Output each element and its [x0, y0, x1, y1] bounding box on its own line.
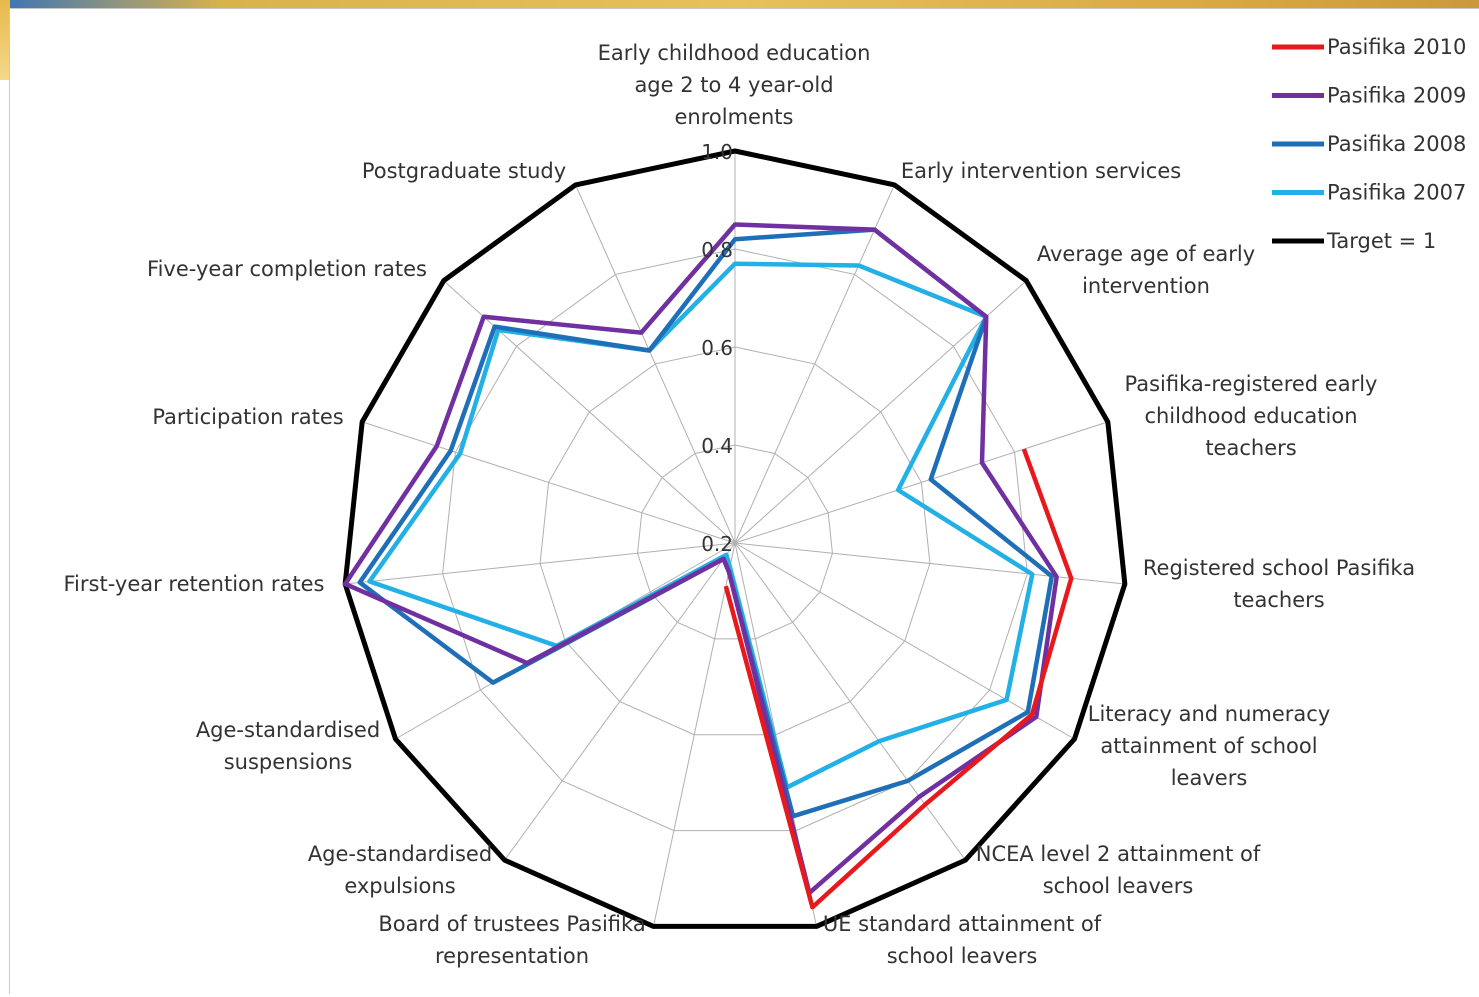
chart-category-labels: Early childhood education age 2 to 4 year… — [64, 41, 1416, 968]
grid-spoke — [734, 542, 966, 861]
grid-spoke — [734, 542, 1075, 740]
window-left-edge — [0, 0, 10, 80]
chart-panel: 0.2 0.4 0.6 0.8 1.0 Early childhood educatio… — [9, 8, 1479, 994]
radar-chart: 0.2 0.4 0.6 0.8 1.0 Early childhood educatio… — [64, 35, 1467, 968]
category-label: Age-standardised expulsions — [308, 842, 492, 898]
grid-spoke — [504, 542, 736, 861]
chart-legend: Pasifika 2010 Pasifika 2009 Pasifika 2008 P… — [1272, 35, 1466, 253]
legend-label-pasifika-2010: Pasifika 2010 — [1327, 35, 1466, 59]
chart-series — [342, 148, 1128, 929]
grid-ring-2 — [539, 346, 931, 736]
category-label: Age-standardised suspensions — [196, 718, 380, 774]
grid-spoke — [575, 184, 736, 544]
series-target-1 — [342, 148, 1128, 929]
tick-label: 0.4 — [701, 434, 733, 458]
grid-spoke — [734, 280, 1027, 544]
category-label: Registered school Pasifika teachers — [1143, 556, 1415, 612]
grid-spoke — [653, 542, 736, 927]
chart-tick-labels: 0.2 0.4 0.6 0.8 1.0 — [701, 140, 733, 556]
category-label: Early childhood education age 2 to 4 year… — [598, 41, 871, 129]
legend-label-target-1: Target = 1 — [1326, 229, 1436, 253]
tick-label: 0.8 — [701, 238, 733, 262]
grid-spoke — [362, 421, 736, 544]
tick-label: 1.0 — [701, 140, 733, 164]
tick-label: 0.2 — [701, 532, 733, 556]
legend-label-pasifika-2009: Pasifika 2009 — [1327, 84, 1466, 108]
category-label: Literacy and numeracy attainment of schoo… — [1088, 702, 1331, 790]
legend-label-pasifika-2007: Pasifika 2007 — [1327, 181, 1466, 205]
category-label: Board of trustees Pasifika representation — [378, 912, 645, 968]
category-label: NCEA level 2 attainment of school leavers — [976, 842, 1261, 898]
category-label: Five-year completion rates — [147, 257, 427, 281]
category-label: Early intervention services — [901, 159, 1181, 183]
legend-label-pasifika-2008: Pasifika 2008 — [1327, 132, 1466, 156]
grid-spoke — [734, 421, 1108, 544]
grid-spoke — [345, 542, 736, 585]
category-label: Postgraduate study — [362, 159, 566, 183]
category-label: First-year retention rates — [64, 572, 325, 596]
category-label: Participation rates — [152, 405, 343, 429]
grid-spoke — [734, 542, 1125, 585]
grid-spoke — [443, 280, 736, 544]
series-pasifika-2010 — [723, 448, 1074, 910]
grid-ring-1 — [637, 444, 833, 640]
window-top-strip — [0, 0, 1479, 8]
series-pasifika-2009 — [342, 222, 1059, 896]
grid-spoke — [734, 184, 895, 544]
category-label: Average age of early intervention — [1037, 242, 1255, 298]
category-label: UE standard attainment of school leavers — [823, 912, 1102, 968]
tick-label: 0.6 — [701, 336, 733, 360]
category-label: Pasifika-registered early childhood educa… — [1125, 372, 1378, 460]
